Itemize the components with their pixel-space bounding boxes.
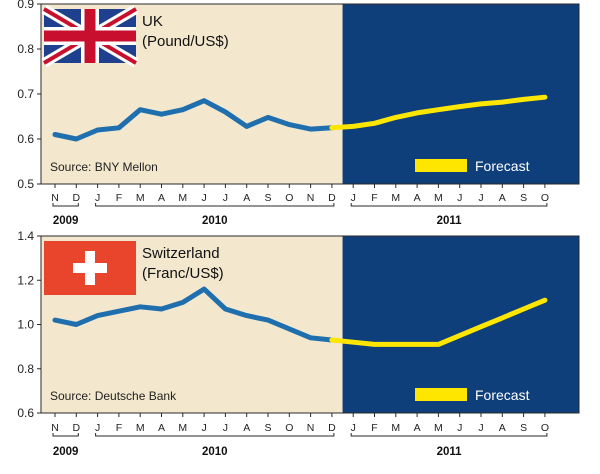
x-tick-label: S (264, 422, 271, 434)
year-bracket (95, 203, 335, 207)
y-tick-label: 1.2 (17, 273, 34, 287)
x-tick-label: J (351, 422, 356, 434)
history-series-line (52, 98, 335, 142)
x-tick-label: D (328, 192, 336, 204)
x-tick-label: N (51, 422, 59, 434)
x-tick-label: D (328, 422, 336, 434)
forecast-legend-swatch (415, 159, 467, 172)
y-tick-label: 0.9 (17, 0, 34, 11)
x-tick-label: J (478, 422, 483, 434)
chart-subtitle: (Pound/US$) (142, 33, 229, 50)
x-tick-label: J (478, 192, 483, 204)
x-tick-label: M (178, 422, 187, 434)
forecast-series-line (329, 94, 548, 131)
year-label: 2011 (437, 215, 463, 227)
swiss-flag-icon (44, 241, 136, 295)
x-tick-label: M (136, 192, 145, 204)
year-bracket (350, 433, 548, 437)
x-tick-label: J (351, 192, 356, 204)
x-tick-label: O (285, 422, 293, 434)
x-tick-label: M (391, 192, 400, 204)
x-tick-label: A (243, 422, 250, 434)
chart-subtitle: (Franc/US$) (142, 265, 224, 282)
year-label: 2009 (53, 446, 79, 458)
year-label: 2009 (53, 215, 79, 227)
y-tick-label: 0.6 (17, 406, 34, 420)
x-tick-label: A (243, 192, 250, 204)
y-tick-label: 0.7 (17, 87, 34, 101)
y-tick-label: 0.8 (17, 42, 34, 56)
forecast-background (342, 236, 579, 413)
y-tick-label: 0.6 (17, 132, 34, 146)
x-tick-label: N (307, 192, 315, 204)
x-tick-label: A (414, 192, 421, 204)
chart-panel-switzerland: 0.6 0.8 1.0 1.2 1.4 N D J F M A M J J A S O N D J F M A M J J A S O 2… (17, 229, 580, 458)
year-label: 2010 (202, 215, 228, 227)
forecast-legend-label: Forecast (475, 387, 530, 403)
x-tick-label: A (414, 422, 421, 434)
x-tick-label: F (116, 422, 122, 434)
x-tick-label: J (223, 192, 228, 204)
chart-panel-uk: 0.5 0.6 0.7 0.8 0.9 N D J F M A M J J A S O N D J F M A M J J A S O 2… (17, 0, 580, 227)
x-tick-label: A (499, 192, 506, 204)
history-series-line (52, 286, 335, 343)
x-tick-label: J (457, 422, 462, 434)
year-label: 2011 (437, 446, 463, 458)
x-tick-label: A (158, 192, 165, 204)
x-tick-label: D (73, 422, 81, 434)
x-tick-label: F (371, 422, 377, 434)
x-tick-label: A (158, 422, 165, 434)
forecast-legend-swatch (415, 388, 467, 401)
x-tick-label: M (434, 192, 443, 204)
year-bracket (52, 203, 79, 207)
x-tick-label: J (95, 422, 100, 434)
x-tick-label: M (178, 192, 187, 204)
x-tick-label: J (201, 192, 206, 204)
x-tick-label: J (201, 422, 206, 434)
year-label: 2010 (202, 446, 228, 458)
x-tick-label: D (73, 192, 81, 204)
x-tick-label: F (116, 192, 122, 204)
x-tick-label: S (520, 192, 527, 204)
x-tick-label: O (541, 192, 549, 204)
y-tick-label: 0.8 (17, 362, 34, 376)
uk-flag-icon (41, 4, 139, 68)
source-note: Source: BNY Mellon (50, 160, 158, 174)
x-tick-label: M (391, 422, 400, 434)
forecast-series-line (329, 297, 548, 347)
forecast-legend-label: Forecast (475, 158, 530, 174)
x-tick-label: F (371, 192, 377, 204)
x-tick-label: O (541, 422, 549, 434)
y-tick-label: 0.5 (17, 177, 34, 191)
year-bracket (52, 433, 79, 437)
forecast-background (342, 4, 579, 184)
source-note: Source: Deutsche Bank (50, 389, 177, 403)
x-tick-label: N (307, 422, 315, 434)
x-tick-label: S (264, 192, 271, 204)
x-tick-label: J (223, 422, 228, 434)
x-tick-label: J (95, 192, 100, 204)
x-tick-label: S (520, 422, 527, 434)
y-tick-label: 1.4 (17, 229, 34, 243)
x-tick-label: N (51, 192, 59, 204)
x-tick-label: O (285, 192, 293, 204)
x-tick-label: M (136, 422, 145, 434)
x-tick-label: A (499, 422, 506, 434)
y-tick-label: 1.0 (17, 318, 34, 332)
year-bracket (95, 433, 335, 437)
chart-title: UK (142, 13, 163, 30)
x-tick-label: J (457, 192, 462, 204)
chart-title: Switzerland (142, 245, 220, 262)
year-bracket (350, 203, 548, 207)
x-tick-label: M (434, 422, 443, 434)
